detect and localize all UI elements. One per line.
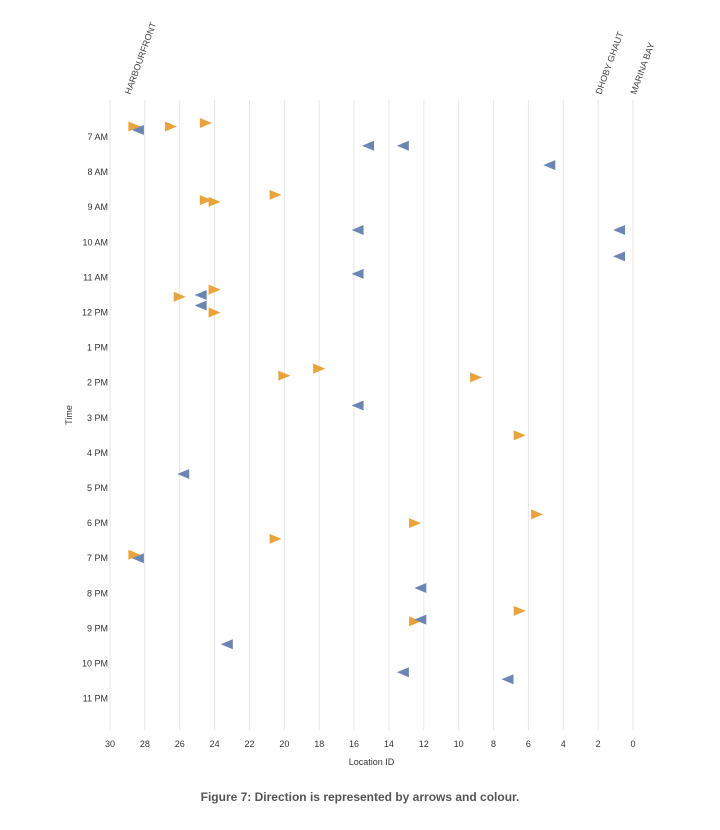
left-arrow-marker bbox=[131, 553, 144, 564]
left-arrow-marker bbox=[351, 268, 364, 279]
x-tick-label: 22 bbox=[244, 739, 254, 749]
right-arrow-marker bbox=[269, 533, 282, 544]
left-arrow-marker bbox=[543, 160, 556, 171]
x-tick-label: 0 bbox=[630, 739, 635, 749]
x-tick-label: 24 bbox=[210, 739, 220, 749]
x-tick-label: 10 bbox=[454, 739, 464, 749]
location-label: HARBOURFRONT bbox=[123, 20, 159, 95]
y-tick-label: 7 PM bbox=[87, 553, 108, 563]
right-arrow-marker bbox=[513, 430, 526, 441]
y-tick-label: 4 PM bbox=[87, 448, 108, 458]
right-arrow-marker bbox=[128, 121, 141, 132]
left-arrow-marker bbox=[613, 251, 626, 262]
y-tick-label: 11 PM bbox=[83, 694, 108, 704]
x-tick-labels: 30 28 26 24 22 20 18 16 14 12 10 8 6 4 2 0 bbox=[105, 739, 636, 749]
y-tick-label: 8 AM bbox=[87, 167, 108, 177]
y-tick-label: 7 AM bbox=[87, 132, 108, 142]
x-tick-label: 6 bbox=[526, 739, 531, 749]
right-arrow-marker bbox=[409, 518, 422, 529]
x-tick-label: 26 bbox=[175, 739, 185, 749]
right-arrow-marker bbox=[470, 372, 483, 383]
x-tick-label: 20 bbox=[279, 739, 289, 749]
x-tick-label: 30 bbox=[105, 739, 115, 749]
location-label: MARINA BAY bbox=[628, 41, 656, 96]
x-tick-label: 4 bbox=[561, 739, 566, 749]
figure-caption: Figure 7: Direction is represented by ar… bbox=[200, 790, 520, 804]
y-tick-label: 5 PM bbox=[87, 483, 108, 493]
right-arrow-marker bbox=[409, 616, 422, 627]
left-arrow-marker bbox=[396, 140, 409, 151]
left-arrow-marker bbox=[414, 583, 427, 594]
left-arrow-marker bbox=[131, 124, 144, 135]
right-arrow-marker bbox=[278, 370, 291, 381]
grid-lines bbox=[109, 100, 634, 730]
left-arrow-marker bbox=[396, 667, 409, 678]
right-arrow-marker bbox=[208, 284, 221, 295]
y-tick-label: 3 PM bbox=[87, 413, 108, 423]
y-tick-label: 6 PM bbox=[87, 518, 108, 528]
left-arrow-marker bbox=[362, 140, 375, 151]
x-tick-label: 8 bbox=[491, 739, 496, 749]
x-tick-label: 18 bbox=[314, 739, 324, 749]
left-arrow-marker bbox=[414, 614, 427, 625]
y-tick-label: 10 PM bbox=[82, 659, 108, 669]
left-arrow-marker bbox=[177, 468, 190, 479]
x-tick-label: 2 bbox=[596, 739, 601, 749]
scatter-chart: HARBOURFRONT DHOBY GHAUT MARINA BAY 7 AM 8 … bbox=[64, 20, 657, 767]
left-arrow-marker bbox=[220, 639, 233, 650]
left-arrow-marker bbox=[194, 300, 207, 311]
right-arrow-marker bbox=[128, 549, 141, 560]
y-tick-label: 8 PM bbox=[87, 588, 108, 598]
y-tick-label: 9 AM bbox=[87, 202, 108, 212]
right-arrow-marker bbox=[269, 189, 282, 200]
data-points bbox=[128, 117, 626, 685]
left-arrow-marker bbox=[351, 225, 364, 236]
y-tick-label: 12 PM bbox=[82, 308, 108, 318]
y-tick-label: 10 AM bbox=[82, 237, 108, 247]
left-arrow-marker bbox=[194, 289, 207, 300]
y-tick-label: 9 PM bbox=[87, 623, 108, 633]
right-arrow-marker bbox=[165, 121, 178, 132]
right-arrow-marker bbox=[199, 117, 212, 128]
left-arrow-marker bbox=[351, 400, 364, 411]
right-arrow-marker bbox=[313, 363, 326, 374]
location-labels: HARBOURFRONT DHOBY GHAUT MARINA BAY bbox=[123, 20, 657, 95]
x-tick-label: 14 bbox=[384, 739, 394, 749]
right-arrow-marker bbox=[208, 307, 221, 318]
right-arrow-marker bbox=[531, 509, 544, 520]
y-tick-label: 2 PM bbox=[87, 378, 108, 388]
y-tick-label: 11 AM bbox=[83, 272, 108, 282]
x-tick-label: 12 bbox=[419, 739, 429, 749]
right-arrow-marker bbox=[513, 605, 526, 616]
left-arrow-marker bbox=[501, 674, 514, 685]
x-axis-title: Location ID bbox=[349, 757, 395, 767]
right-arrow-marker bbox=[208, 196, 221, 207]
y-tick-labels: 7 AM 8 AM 9 AM 10 AM 11 AM 12 PM 1 PM 2 PM 3 PM 4… bbox=[82, 132, 108, 704]
x-tick-label: 28 bbox=[140, 739, 150, 749]
x-tick-label: 16 bbox=[349, 739, 359, 749]
right-arrow-marker bbox=[173, 291, 186, 302]
left-arrow-marker bbox=[613, 225, 626, 236]
location-label: DHOBY GHAUT bbox=[594, 30, 626, 96]
y-axis-title: Time bbox=[64, 405, 74, 425]
y-tick-label: 1 PM bbox=[87, 343, 108, 353]
right-arrow-marker bbox=[199, 195, 212, 206]
